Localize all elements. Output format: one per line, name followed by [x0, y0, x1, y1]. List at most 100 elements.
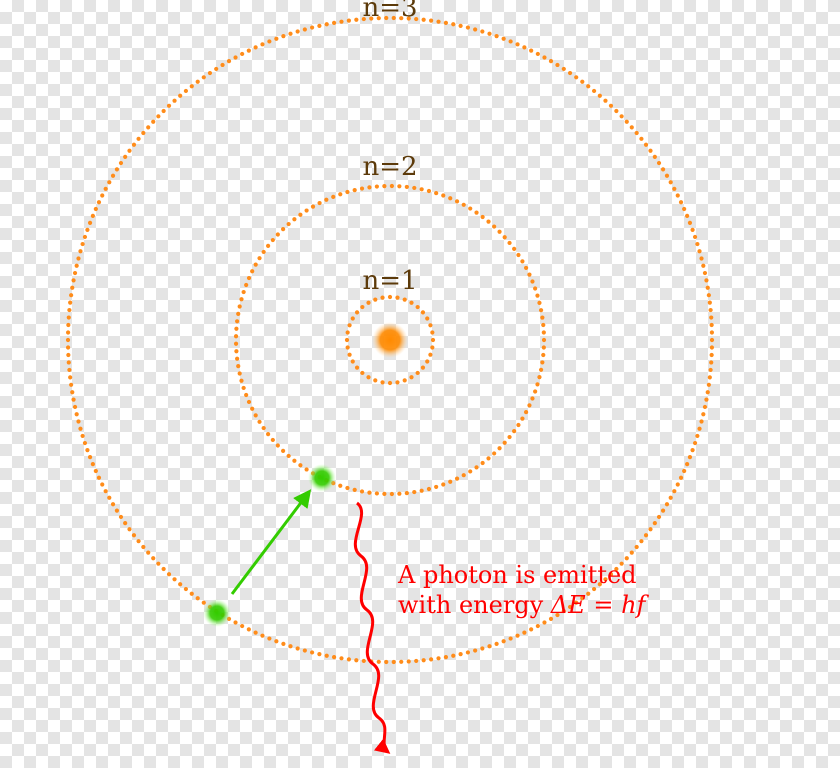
orbit-dot [704, 398, 708, 402]
orbit-dot [354, 658, 358, 662]
orbit-dot [236, 364, 240, 368]
orbit-dot [665, 174, 669, 178]
orbit-dot [70, 286, 74, 290]
orbit-dot [71, 398, 75, 402]
orbit-dot [441, 193, 445, 197]
orbit-dot [661, 509, 665, 513]
orbit-dot [83, 441, 87, 445]
orbit-dot [503, 235, 507, 239]
orbit-dot [703, 271, 707, 275]
orbit-dot [701, 412, 705, 416]
orbit-dot [325, 654, 329, 658]
orbit-dot [227, 59, 231, 63]
orbit-dot [292, 459, 296, 463]
orbit-dot [448, 480, 452, 484]
orbit-dot [535, 294, 539, 298]
orbit-dot [244, 393, 248, 397]
orbit-dot [539, 368, 543, 372]
orbit-dot [395, 296, 399, 300]
orbit-dot [136, 137, 140, 141]
orbit-dot [360, 186, 364, 190]
orbit-dot [487, 644, 491, 648]
orbit-dot [425, 316, 429, 320]
orbit-dot [431, 338, 435, 342]
orbit-dot [146, 551, 150, 555]
orbit-dot [710, 338, 714, 342]
orbit-dot [703, 405, 707, 409]
orbit-dot [156, 562, 160, 566]
orbit-dot [676, 482, 680, 486]
orbit-dot [530, 279, 534, 283]
orbit-dot [254, 413, 258, 417]
orbit-dot [536, 52, 540, 56]
orbit-dot [382, 184, 386, 188]
orbit-dot [67, 368, 71, 372]
orbit-dot [91, 462, 95, 466]
orbit-dot [693, 235, 697, 239]
orbit-dot [360, 489, 364, 493]
orbit-dot [537, 301, 541, 305]
orbit-dot [486, 220, 490, 224]
orbit-dot [614, 109, 618, 113]
orbit-dot [66, 345, 70, 349]
orbit-dot [162, 109, 166, 113]
orbit-dot [536, 624, 540, 628]
orbit-dot [462, 203, 466, 207]
orbit-dot [266, 432, 270, 436]
orbit-dot [672, 489, 676, 493]
orbit-dot [466, 650, 470, 654]
orbit-label-n1: n=1 [362, 266, 417, 296]
orbit-dot [644, 533, 648, 537]
orbit-dot [296, 646, 300, 650]
emission-line2-prefix: with energy [398, 591, 551, 619]
orbit-dot [709, 315, 713, 319]
orbit-dot [710, 345, 714, 349]
orbit-dot [240, 624, 244, 628]
orbit-dot [665, 502, 669, 506]
orbit-dot [661, 167, 665, 171]
orbit-dot [178, 94, 182, 98]
orbit-dot [119, 515, 123, 519]
orbit-dot [459, 24, 463, 28]
orbit-dot [367, 185, 371, 189]
orbit-dot [375, 491, 379, 495]
orbit-dot [287, 222, 291, 226]
orbit-dot [568, 71, 572, 75]
orbit-dot [303, 27, 307, 31]
orbit-dot [338, 484, 342, 488]
orbit-dot [639, 137, 643, 141]
orbit-dot [676, 193, 680, 197]
orbit-dot [529, 627, 533, 631]
orbit-dot [708, 301, 712, 305]
orbit-dot [119, 161, 123, 165]
orbit-dot [97, 476, 101, 480]
orbit-dot [141, 545, 145, 549]
orbit-dot [542, 620, 546, 624]
orbit-dot [474, 211, 478, 215]
orbit-dot [481, 215, 485, 219]
orbit-dot [436, 656, 440, 660]
orbit-dot [403, 297, 407, 301]
orbit-dot [151, 120, 155, 124]
orbit-dot [70, 390, 74, 394]
orbit-dot [509, 636, 513, 640]
orbit-dot [480, 29, 484, 33]
orbit-dot [276, 443, 280, 447]
orbit-dot [104, 489, 108, 493]
orbit-dot [234, 327, 238, 331]
orbit-dot [527, 273, 531, 277]
orbit-dot [85, 228, 89, 232]
orbit-dot [679, 200, 683, 204]
orbit-dot [167, 104, 171, 108]
orbit-dot [468, 469, 472, 473]
orbit-dot [254, 631, 258, 635]
orbit-dot [444, 655, 448, 659]
orbit-dot [397, 184, 401, 188]
orbit-dot [625, 120, 629, 124]
orbit-label-n2: n=2 [362, 152, 417, 182]
orbit-dot [429, 657, 433, 661]
orbit-dot [709, 308, 713, 312]
orbit-dot [305, 208, 309, 212]
nucleus [372, 322, 408, 358]
orbit-dot [695, 242, 699, 246]
